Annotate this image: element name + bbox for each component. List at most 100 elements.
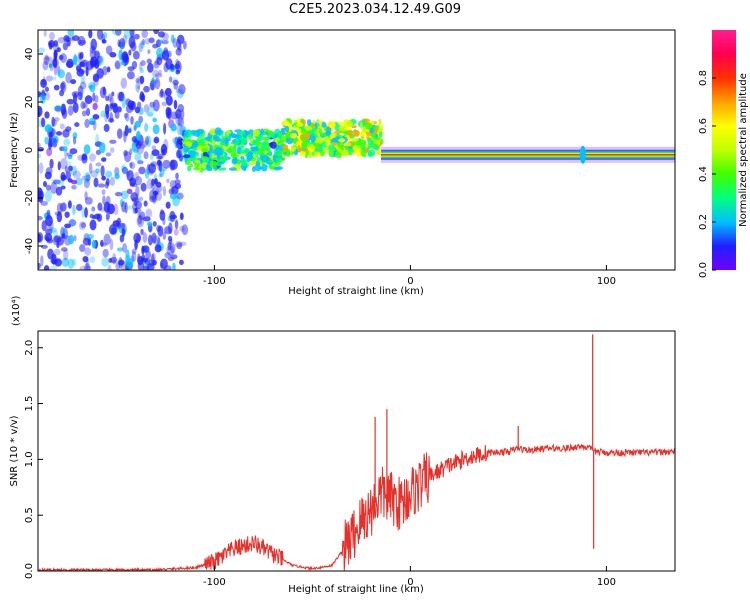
spectrogram-cell [120, 77, 128, 89]
spectrogram-cell [117, 39, 121, 48]
spectrogram-cell [45, 75, 53, 82]
spectrogram-cell [149, 80, 157, 91]
spectrogram-y-tick-label: -40 [24, 238, 35, 254]
spectrogram-cell [156, 159, 162, 166]
spectrogram-cell [181, 224, 189, 236]
spectrogram-cell [78, 221, 86, 231]
spectrogram-cell [88, 30, 93, 39]
spectrogram-cell [46, 147, 53, 157]
spectrogram-cell [52, 56, 60, 69]
spectrogram-cell [88, 162, 93, 174]
spectrogram-cell [225, 139, 229, 147]
spectrogram-cell [67, 154, 73, 160]
spectrogram-cell [67, 30, 75, 37]
spectrogram-cell [123, 112, 128, 119]
spectrogram-cell [53, 117, 60, 122]
spectrogram-cell [128, 49, 132, 56]
spectrogram-cell [95, 133, 100, 145]
spectrogram-cell [109, 147, 115, 153]
spectrogram-cell [102, 195, 106, 205]
spectrogram-cell [338, 148, 342, 154]
spectrogram-cell [65, 72, 72, 84]
spectrogram-cell [145, 208, 153, 218]
spectrogram-cell [123, 150, 128, 157]
spectrogram-cell [53, 248, 61, 256]
spectrogram-cell [199, 142, 207, 147]
spectrogram-cell [189, 163, 194, 168]
spectrogram-cell [162, 159, 171, 169]
spectrogram-cell [351, 125, 357, 129]
spectrogram-cell [159, 39, 164, 44]
snr-x-tick-label: 100 [597, 577, 616, 588]
spectrogram-cell [167, 241, 172, 251]
spectrogram-cell [60, 247, 68, 252]
colorbar-tick-label: 0.0 [698, 262, 709, 278]
spectrogram-cell [312, 120, 316, 124]
carrier-band [381, 154, 675, 156]
spectrogram-cell [84, 172, 91, 183]
spectrogram-cell [54, 105, 62, 112]
spectrogram-cell [44, 111, 50, 119]
spectrogram-cell [342, 149, 349, 157]
spectrogram-cell [187, 165, 192, 172]
snr-x-tick-label: 0 [407, 577, 413, 588]
spectrogram-cell [56, 211, 63, 223]
spectrogram-cell [58, 54, 64, 61]
spectrogram-cell [80, 101, 86, 110]
spectrogram-cell [106, 66, 111, 73]
spectrogram-cell [114, 172, 120, 180]
spectrogram-cell [370, 132, 376, 138]
spectrogram-cell [151, 145, 157, 151]
spectrogram-cell [255, 141, 262, 148]
spectrogram-cell [43, 55, 50, 66]
spectrogram-cell [114, 61, 121, 70]
spectrogram-cell [94, 95, 99, 103]
snr-y-tick-label: 1.5 [24, 396, 35, 412]
spectrogram-cell [251, 165, 256, 172]
spectrogram-cell [162, 167, 167, 172]
spectrogram-cell [51, 116, 55, 128]
spectrogram-cell [193, 159, 201, 164]
spectrogram-cell [139, 61, 143, 71]
spectrogram-cell [327, 120, 336, 129]
spectrogram-cell [115, 30, 122, 36]
spectrogram-cell [141, 38, 146, 46]
spectrogram-cell [138, 166, 146, 175]
spectrogram-cell [121, 163, 127, 176]
spectrogram-y-tick-label: 40 [24, 48, 35, 61]
spectrogram-cell [152, 124, 160, 135]
spectrogram-cell [95, 168, 100, 174]
spectrogram-cell [144, 136, 150, 145]
spectrogram-cell [96, 30, 104, 40]
spectrogram-cell [124, 151, 132, 163]
spectrogram-cell [148, 163, 156, 174]
spectrogram-cell [105, 95, 110, 102]
spectrogram-cell [257, 147, 264, 155]
spectrogram-cell [100, 110, 107, 118]
spectrogram-cell [85, 174, 91, 181]
spectrogram-cell [40, 117, 46, 128]
spectrogram-cell [129, 30, 135, 38]
spectrogram-cell [240, 136, 244, 145]
spectrogram-cell [101, 175, 107, 181]
spectrogram-cell [55, 186, 63, 196]
spectrogram-cell [99, 86, 107, 99]
spectrogram-cell [104, 103, 110, 115]
spectrogram-cell [160, 258, 168, 270]
spectrogram-cell [80, 222, 87, 229]
spectrogram-cell [59, 89, 65, 97]
spectrogram-cell [57, 161, 61, 171]
spectrogram-cell [60, 229, 67, 235]
spectrogram-cell [79, 61, 85, 68]
spectrogram-cell [202, 156, 209, 161]
spectrogram-cell [121, 166, 129, 175]
spectrogram-cell [140, 41, 145, 49]
spectrogram-cell [72, 204, 76, 215]
spectrogram-cell [235, 134, 242, 139]
spectrogram-cell [362, 119, 366, 127]
spectrogram-cell [102, 248, 109, 258]
spectrogram-cell [116, 217, 122, 229]
spectrogram-cell [81, 154, 88, 164]
colorbar-tick-label: 0.8 [698, 70, 709, 86]
spectrogram-cell [195, 152, 200, 157]
